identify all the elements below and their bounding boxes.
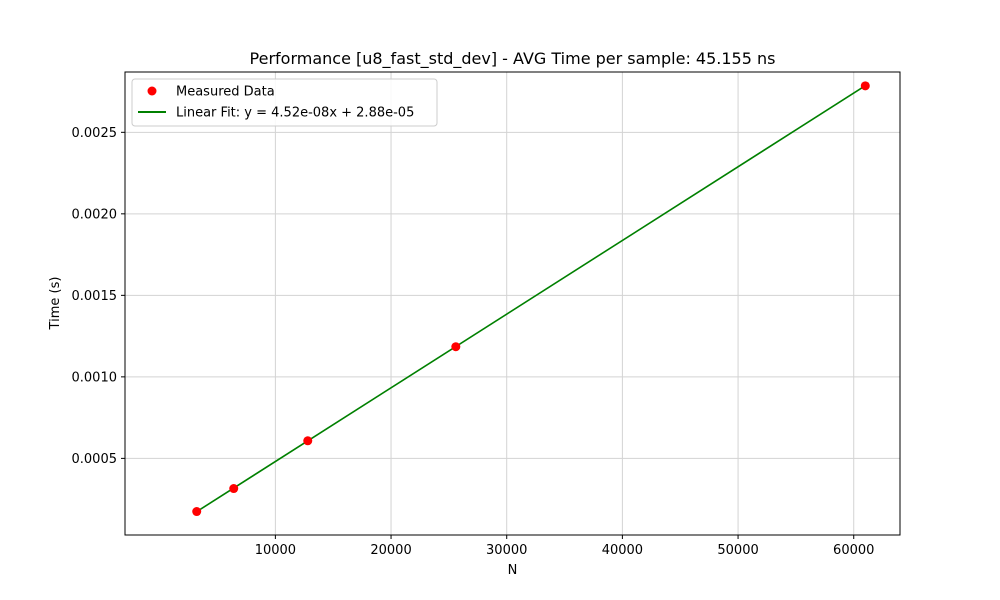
y-tick-label: 0.0015 xyxy=(72,289,118,304)
y-tick-label: 0.0020 xyxy=(72,207,118,222)
legend: Measured Data Linear Fit: y = 4.52e-08x … xyxy=(131,78,438,127)
x-tick-label: 50000 xyxy=(717,543,758,558)
chart-title: Performance [u8_fast_std_dev] - AVG Time… xyxy=(250,49,776,69)
data-point xyxy=(192,507,202,517)
y-axis: 0.0005 0.0010 0.0015 0.0020 0.0025 xyxy=(72,126,125,467)
x-tick-label: 40000 xyxy=(602,543,643,558)
y-axis-label: Time (s) xyxy=(48,277,63,331)
x-tick-label: 30000 xyxy=(486,543,527,558)
data-point xyxy=(860,81,870,91)
grid xyxy=(125,72,900,535)
legend-marker-measured xyxy=(147,86,157,96)
data-point xyxy=(303,436,313,446)
y-tick-label: 0.0010 xyxy=(72,370,118,385)
data-point xyxy=(229,484,239,494)
plot-area-frame xyxy=(124,71,901,536)
legend-box xyxy=(131,78,438,127)
x-axis-label: N xyxy=(508,563,518,578)
x-tick-label: 10000 xyxy=(255,543,296,558)
legend-label-fit: Linear Fit: y = 4.52e-08x + 2.88e-05 xyxy=(176,106,414,121)
legend-label-measured: Measured Data xyxy=(176,85,275,100)
x-tick-label: 20000 xyxy=(370,543,411,558)
x-tick-label: 60000 xyxy=(833,543,874,558)
data-points-layer xyxy=(192,81,870,517)
data-point xyxy=(451,342,461,352)
x-axis: 10000 20000 30000 40000 50000 60000 xyxy=(255,535,874,558)
y-tick-label: 0.0025 xyxy=(72,126,118,141)
y-tick-label: 0.0005 xyxy=(72,452,118,467)
